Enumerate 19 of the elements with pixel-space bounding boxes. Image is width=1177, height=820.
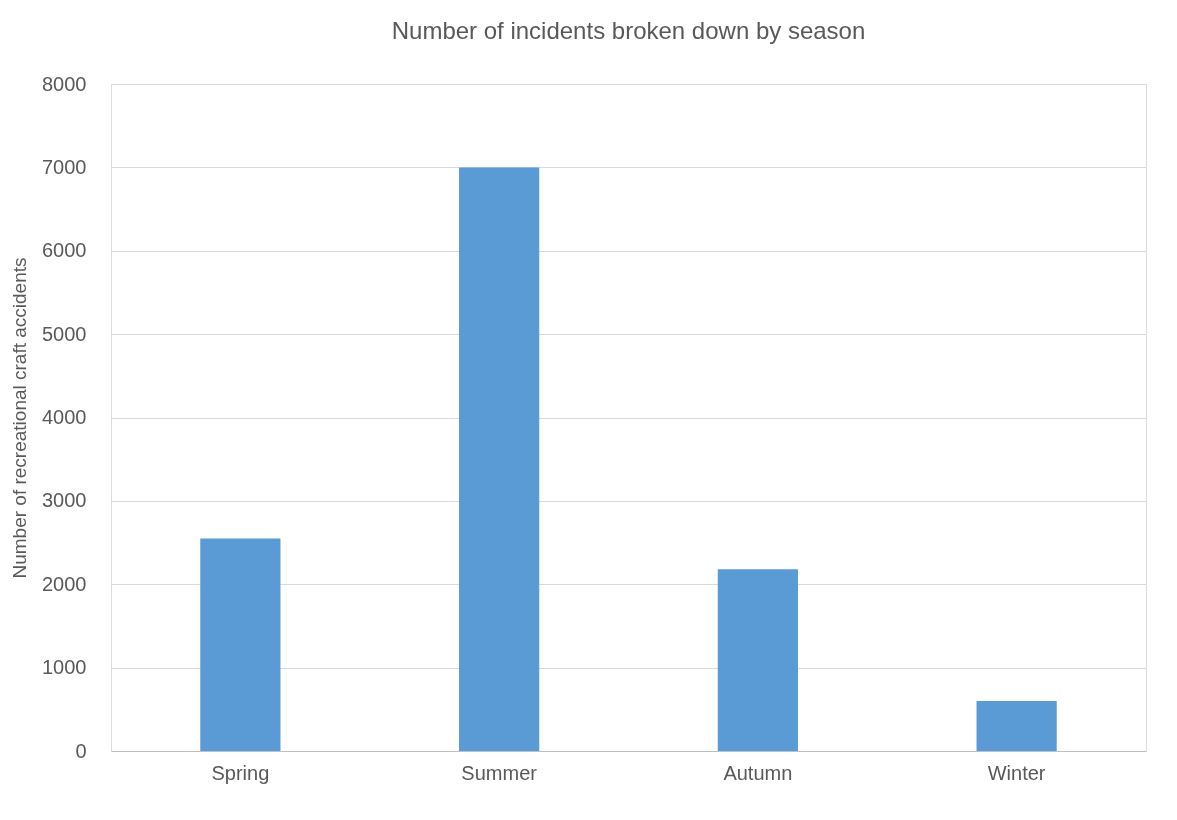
- y-tick-label: 0: [75, 739, 87, 762]
- y-tick-label: 8000: [42, 72, 87, 95]
- y-tick-label: 7000: [42, 155, 87, 178]
- bar: [717, 569, 798, 751]
- y-tick-label: 4000: [42, 406, 87, 428]
- bar: [976, 700, 1057, 751]
- y-tick-label: 6000: [42, 239, 87, 262]
- y-tick-label: 1000: [42, 656, 87, 679]
- y-tick-label: 3000: [42, 489, 87, 512]
- chart-title: Number of incidents broken down by season: [391, 17, 866, 44]
- x-tick-label: Winter: [987, 761, 1046, 784]
- x-tick-label: Autumn: [723, 761, 793, 784]
- bar: [459, 167, 540, 751]
- x-tick-label: Summer: [461, 761, 538, 784]
- y-tick-label: 2000: [42, 572, 87, 595]
- y-tick-label: 5000: [42, 322, 87, 345]
- bar: [200, 538, 281, 751]
- x-tick-label: Spring: [211, 761, 270, 784]
- y-axis-title: Number of recreational craft accidents: [9, 257, 31, 579]
